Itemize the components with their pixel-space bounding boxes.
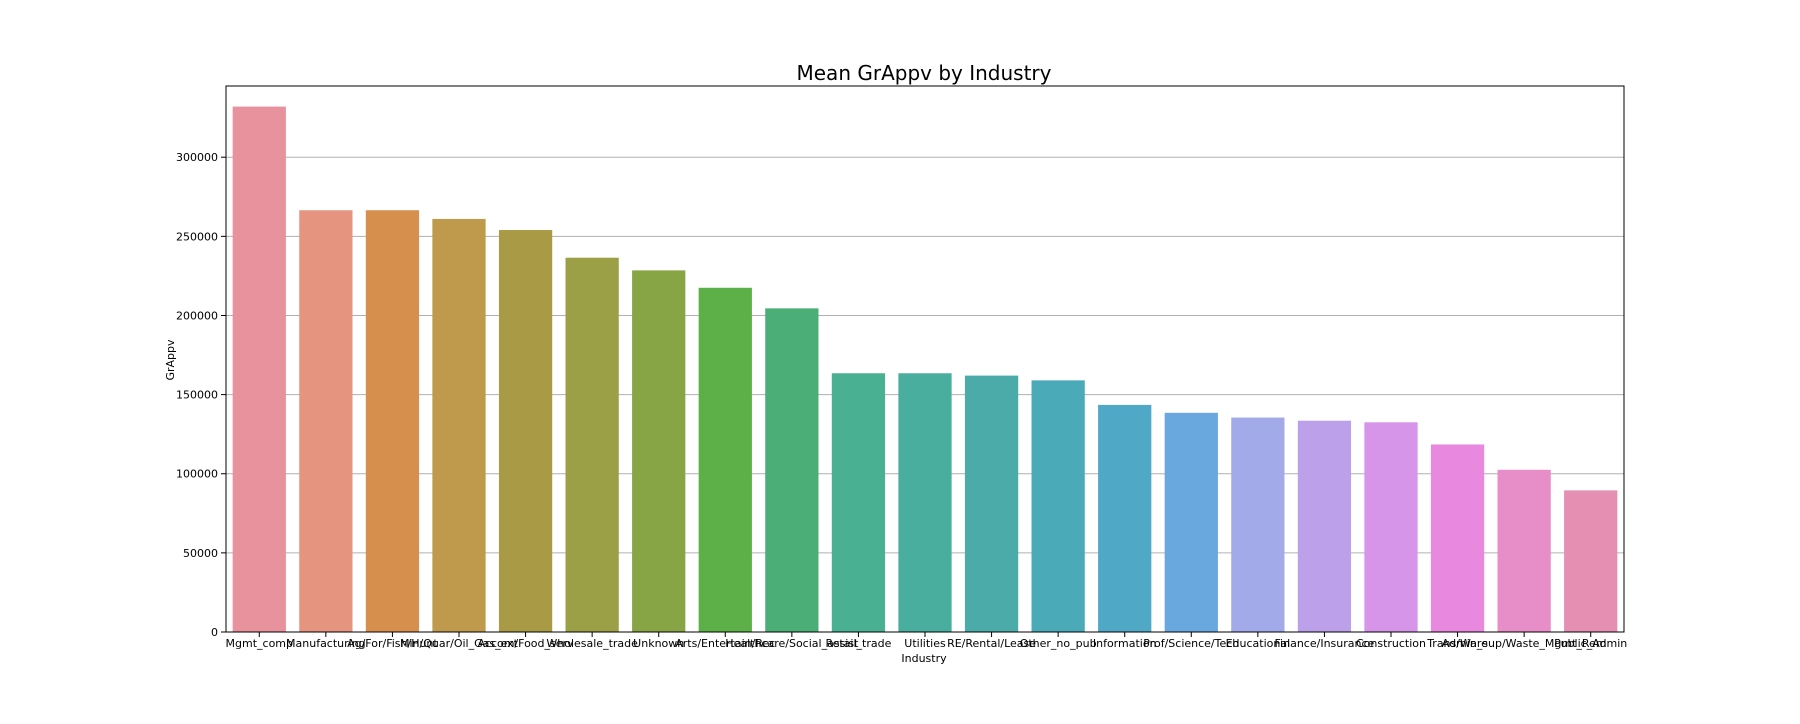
bar [1098, 404, 1152, 632]
bar [831, 373, 886, 632]
bar [1164, 412, 1218, 632]
x-tick-label: Finance/Insurance [1275, 637, 1375, 650]
bar [1364, 422, 1418, 632]
bar [1497, 469, 1551, 632]
y-axis-ticks: 0 50000 100000 150000 200000 250000 300000 [176, 151, 226, 639]
y-tick-label: 200000 [176, 309, 218, 322]
x-tick-label: Healthcare/Social_assist [725, 637, 859, 650]
x-tick-label: Construction [1356, 637, 1426, 650]
bar [232, 106, 286, 632]
x-tick-label: Prof/Science/Tech [1143, 637, 1239, 650]
bar [964, 375, 1019, 632]
y-axis-label: GrAppv [164, 339, 177, 381]
bar [299, 210, 353, 632]
bar [1430, 444, 1485, 632]
y-tick-label: 150000 [176, 389, 218, 402]
bar [1231, 417, 1285, 632]
x-tick-label: Trans/Ware [1426, 637, 1488, 650]
x-tick-label: Unknown [633, 637, 684, 650]
chart-title: Mean GrAppv by Industry [797, 61, 1052, 85]
x-tick-label: RE/Rental/Lease [947, 637, 1036, 650]
x-axis-ticks: Mgmt_compManufacturingAg/For/Fish/HuntMi… [226, 632, 1627, 650]
x-tick-label: Arts/Entertain/Rec [675, 637, 775, 650]
x-tick-label: Manufacturing [286, 637, 366, 650]
bar [898, 373, 952, 632]
x-tick-label: Mgmt_comp [226, 637, 293, 650]
bar [498, 230, 553, 632]
y-tick-label: 50000 [183, 547, 218, 560]
y-tick-label: 0 [211, 626, 218, 639]
x-tick-label: Public_Admin [1554, 637, 1627, 650]
x-tick-label: Min/Quar/Oil_Gas_ext [400, 637, 519, 650]
x-tick-label: Accom/Food_serv [478, 637, 574, 650]
x-tick-label: Utilities [904, 637, 946, 650]
x-tick-label: Educational [1226, 637, 1291, 650]
y-tick-label: 250000 [176, 230, 218, 243]
bar [632, 270, 686, 632]
bar [698, 287, 752, 632]
x-tick-label: Wholesale_trade [546, 637, 638, 650]
y-tick-label: 300000 [176, 151, 218, 164]
bar [432, 218, 486, 632]
x-tick-label: Retail_trade [825, 637, 891, 650]
bar [565, 257, 619, 632]
bar [1564, 490, 1618, 632]
bars [232, 106, 1618, 632]
x-tick-label: Ag/For/Fish/Hunt [347, 637, 438, 650]
bar [765, 308, 819, 632]
bar [1297, 420, 1352, 632]
x-tick-label: Other_no_pub [1020, 637, 1097, 650]
bar [1031, 380, 1085, 632]
x-tick-label: Admin_sup/Waste_Mgmt_Rem [1442, 637, 1607, 650]
x-tick-label: Information [1093, 637, 1157, 650]
x-axis-label: Industry [901, 652, 947, 665]
bar [365, 210, 420, 632]
y-tick-label: 100000 [176, 468, 218, 481]
